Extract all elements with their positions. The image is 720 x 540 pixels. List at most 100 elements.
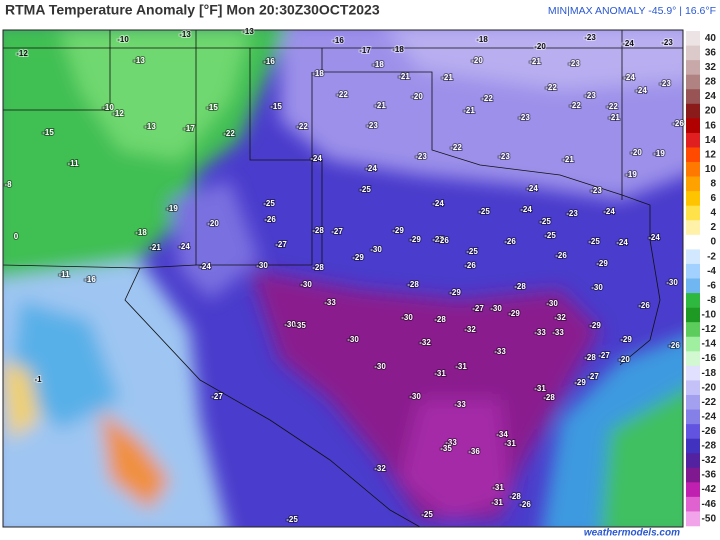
station-value: -17 (359, 46, 371, 55)
station-value: -25 (286, 515, 298, 524)
station-value: -22 (545, 83, 557, 92)
station-value: -22 (296, 122, 308, 131)
colorbar-label: -18 (702, 368, 717, 379)
colorbar-cell (686, 103, 700, 119)
station-value: -13 (179, 30, 191, 39)
colorbar-cell (686, 176, 700, 192)
station-value: -18 (392, 45, 404, 54)
station-value: -24 (365, 164, 377, 173)
station-value: -23 (568, 59, 580, 68)
colorbar-cell (686, 278, 700, 294)
colorbar-label: 12 (705, 149, 717, 160)
station-value: -28 (312, 226, 324, 235)
station-value: -15 (206, 103, 218, 112)
station-value: -26 (437, 236, 449, 245)
station-value: -26 (519, 500, 531, 509)
colorbar-cell (686, 234, 700, 250)
station-value: -21 (149, 243, 161, 252)
colorbar-cell (686, 351, 700, 367)
colorbar-label: -12 (702, 324, 717, 335)
station-value: -35 (440, 444, 452, 453)
station-value: -24 (623, 73, 635, 82)
colorbar-label: 14 (705, 135, 717, 146)
station-value: -25 (421, 510, 433, 519)
map-field (3, 30, 683, 527)
colorbar-cell (686, 307, 700, 323)
colorbar-label: 6 (710, 193, 716, 204)
station-value: -22 (223, 129, 235, 138)
station-value: -21 (374, 101, 386, 110)
station-value: -24 (310, 154, 322, 163)
station-value: -24 (178, 242, 190, 251)
station-value: -1 (34, 375, 42, 384)
station-value: -26 (668, 341, 680, 350)
station-value: -27 (432, 235, 444, 244)
colorbar-label: 16 (705, 120, 717, 131)
colorbar-label: 4 (710, 208, 716, 219)
station-value: -29 (620, 335, 632, 344)
colorbar-label: 24 (705, 91, 717, 102)
station-value: -31 (492, 483, 504, 492)
colorbar-label: -28 (702, 441, 717, 452)
station-value: -30 (409, 392, 421, 401)
station-value: -21 (398, 72, 410, 81)
station-value: -25 (466, 247, 478, 256)
station-value: -31 (434, 369, 446, 378)
station-value: -31 (491, 498, 503, 507)
colorbar: 4036322824201614121086420-2-4-6-8-10-12-… (686, 31, 717, 527)
station-value: -25 (588, 237, 600, 246)
station-value: -24 (648, 233, 660, 242)
colorbar-label: 36 (705, 47, 717, 58)
colorbar-label: -20 (702, 382, 717, 393)
station-value: -31 (534, 384, 546, 393)
station-value: -30 (490, 304, 502, 313)
station-value: -20 (471, 56, 483, 65)
station-value: -19 (166, 204, 178, 213)
station-value: -28 (543, 393, 555, 402)
station-value: -29 (574, 378, 586, 387)
station-value: -28 (434, 315, 446, 324)
colorbar-cell (686, 45, 700, 61)
colorbar-label: -32 (702, 455, 717, 466)
station-value: -25 (359, 185, 371, 194)
colorbar-cell (686, 394, 700, 410)
station-value: -30 (284, 320, 296, 329)
colorbar-cell (686, 380, 700, 396)
station-value: -36 (468, 447, 480, 456)
colorbar-label: -2 (707, 251, 716, 262)
station-value: -20 (411, 92, 423, 101)
station-value: -21 (608, 113, 620, 122)
range-label: MIN|MAX ANOMALY -45.9° | 16.6°F (548, 5, 716, 17)
state-borders (3, 30, 683, 527)
colorbar-cell (686, 511, 700, 527)
station-value: -27 (211, 392, 223, 401)
station-value: -18 (312, 69, 324, 78)
colorbar-label: 2 (710, 222, 716, 233)
station-value: -25 (539, 217, 551, 226)
station-value: -23 (584, 91, 596, 100)
station-value: -23 (566, 209, 578, 218)
colorbar-cell (686, 205, 700, 221)
station-value: -29 (449, 288, 461, 297)
station-value: -23 (366, 121, 378, 130)
station-value: -29 (596, 259, 608, 268)
colorbar-cell (686, 453, 700, 469)
colorbar-cell (686, 482, 700, 498)
station-value: -15 (270, 102, 282, 111)
station-value: -24 (622, 39, 634, 48)
station-value: -25 (544, 231, 556, 240)
colorbar-cell (686, 74, 700, 90)
colorbar-cell (686, 496, 700, 512)
station-value: -21 (562, 155, 574, 164)
station-value: -27 (598, 351, 610, 360)
colorbar-cell (686, 263, 700, 279)
station-value: -26 (638, 301, 650, 310)
station-value: -17 (183, 124, 195, 133)
colorbar-cell (686, 322, 700, 338)
station-value: -20 (618, 355, 630, 364)
station-value: -30 (374, 362, 386, 371)
station-value: -22 (450, 143, 462, 152)
colorbar-cell (686, 220, 700, 236)
colorbar-label: -46 (702, 499, 717, 510)
station-value: -30 (370, 245, 382, 254)
